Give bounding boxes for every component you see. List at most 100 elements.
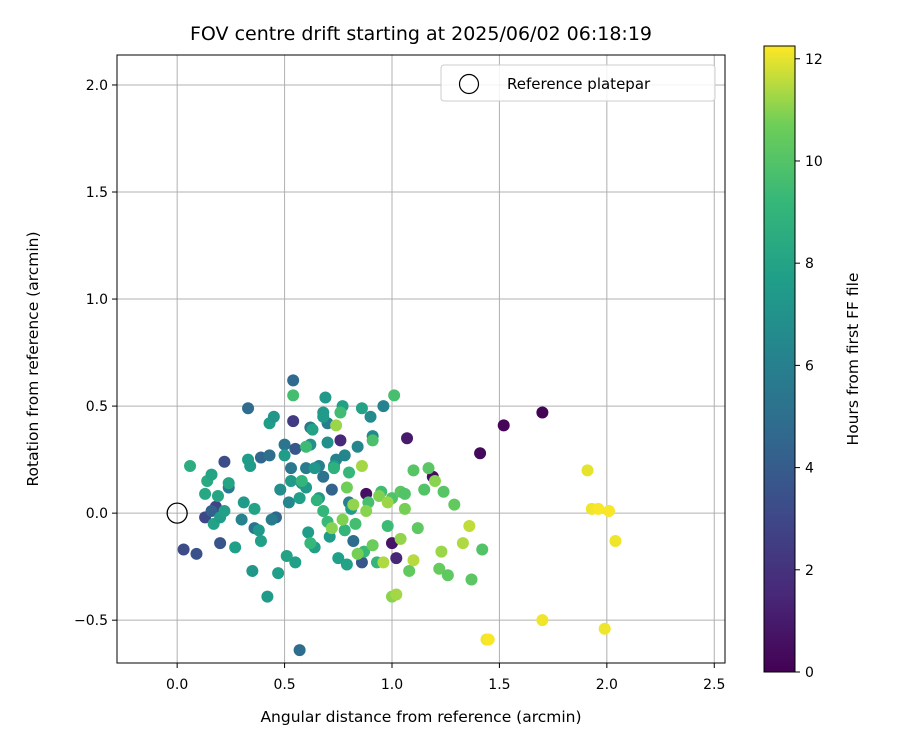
y-tick-label: 1.0 xyxy=(86,292,108,308)
scatter-point xyxy=(287,389,300,402)
scatter-point xyxy=(394,532,407,545)
scatter-point xyxy=(295,475,308,488)
scatter-point xyxy=(437,485,450,498)
legend-open-circle-marker xyxy=(458,73,480,95)
scatter-point xyxy=(433,562,446,575)
scatter-point xyxy=(448,498,461,511)
scatter-point xyxy=(317,470,330,483)
scatter-point xyxy=(214,537,227,550)
scatter-point xyxy=(272,567,285,580)
scatter-point xyxy=(300,440,313,453)
scatter-point xyxy=(403,564,416,577)
scatter-point xyxy=(401,432,414,445)
y-axis: −0.5 0.0 0.5 1.0 1.5 2.0 xyxy=(74,78,117,629)
scatter-point xyxy=(254,534,267,547)
scatter-point xyxy=(190,547,203,560)
x-tick-label: 1.0 xyxy=(381,677,403,693)
scatter-point xyxy=(364,410,377,423)
scatter-point xyxy=(285,462,298,475)
scatter-point xyxy=(407,464,420,477)
colorbar-tick-label: 8 xyxy=(805,256,814,272)
colorbar-tick-label: 6 xyxy=(805,358,814,374)
scatter-point xyxy=(278,449,291,462)
scatter-point xyxy=(246,564,259,577)
scatter-point xyxy=(602,505,615,517)
scatter-point xyxy=(355,460,368,473)
scatter-point xyxy=(293,492,306,505)
scatter-point xyxy=(308,462,321,475)
colorbar-tick-label: 2 xyxy=(805,563,814,579)
plot-frame xyxy=(116,54,726,664)
scatter-point xyxy=(373,490,386,503)
colorbar-tick-label: 0 xyxy=(805,665,814,681)
x-tick-label: 0.5 xyxy=(273,677,295,693)
scatter-point xyxy=(360,505,373,517)
x-tick-label: 2.0 xyxy=(596,677,618,693)
scatter-points xyxy=(177,374,622,657)
scatter-point xyxy=(237,496,250,509)
scatter-point xyxy=(317,505,330,517)
scatter-point xyxy=(242,402,255,415)
scatter-point xyxy=(218,455,231,468)
scatter-point xyxy=(280,549,293,562)
scatter-point xyxy=(388,389,401,402)
scatter-point xyxy=(334,434,347,447)
scatter-point xyxy=(465,573,478,586)
y-tick-label: 2.0 xyxy=(86,78,108,94)
scatter-point xyxy=(205,505,218,517)
scatter-point xyxy=(310,494,323,507)
scatter-point xyxy=(463,519,476,532)
x-axis: 0.0 0.5 1.0 1.5 2.0 2.5 xyxy=(166,663,725,693)
scatter-point xyxy=(336,513,349,526)
scatter-point xyxy=(287,415,300,428)
scatter-point xyxy=(355,402,368,415)
scatter-point xyxy=(428,475,441,488)
x-axis-label: Angular distance from reference (arcmin) xyxy=(260,708,581,726)
scatter-point xyxy=(252,524,265,537)
scatter-point xyxy=(422,462,435,475)
colorbar-tick-label: 10 xyxy=(805,154,823,170)
scatter-point xyxy=(248,502,261,515)
scatter-point xyxy=(302,526,315,539)
scatter-point xyxy=(366,434,379,447)
scatter-point xyxy=(319,391,332,404)
scatter-point xyxy=(398,487,411,500)
scatter-point xyxy=(267,410,280,423)
scatter-point xyxy=(289,556,302,569)
scatter-point xyxy=(390,552,403,565)
scatter-point xyxy=(244,460,257,473)
scatter-point xyxy=(435,545,448,558)
scatter-point xyxy=(184,460,197,473)
scatter-point xyxy=(343,466,356,479)
legend-label-reference-platepar: Reference platepar xyxy=(507,75,651,93)
scatter-point xyxy=(497,419,510,432)
scatter-point xyxy=(609,534,622,547)
y-tick-label: 1.5 xyxy=(86,185,108,201)
scatter-point xyxy=(205,468,218,481)
scatter-point xyxy=(261,590,274,603)
scatter-point xyxy=(377,556,390,569)
x-tick-label: 1.5 xyxy=(488,677,510,693)
colorbar-ticks: 0 2 4 6 8 10 12 xyxy=(795,52,823,681)
y-tick-label: 0.0 xyxy=(86,506,108,522)
reference-platepar-marker xyxy=(166,502,188,524)
colorbar xyxy=(763,45,796,673)
scatter-point xyxy=(381,519,394,532)
x-tick-label: 2.5 xyxy=(703,677,725,693)
scatter-point xyxy=(390,588,403,601)
scatter-point xyxy=(327,462,340,475)
scatter-point xyxy=(325,483,338,496)
scatter-point xyxy=(304,537,317,550)
chart-title: FOV centre drift starting at 2025/06/02 … xyxy=(190,23,652,45)
scatter-point xyxy=(476,543,489,556)
scatter-point xyxy=(411,522,424,535)
scatter-point xyxy=(338,524,351,537)
scatter-point xyxy=(340,481,353,494)
scatter-point xyxy=(366,539,379,552)
scatter-point xyxy=(285,475,298,488)
scatter-point xyxy=(222,477,235,490)
scatter-point xyxy=(211,490,224,503)
colorbar-tick-label: 4 xyxy=(805,461,814,477)
scatter-point xyxy=(317,410,330,423)
